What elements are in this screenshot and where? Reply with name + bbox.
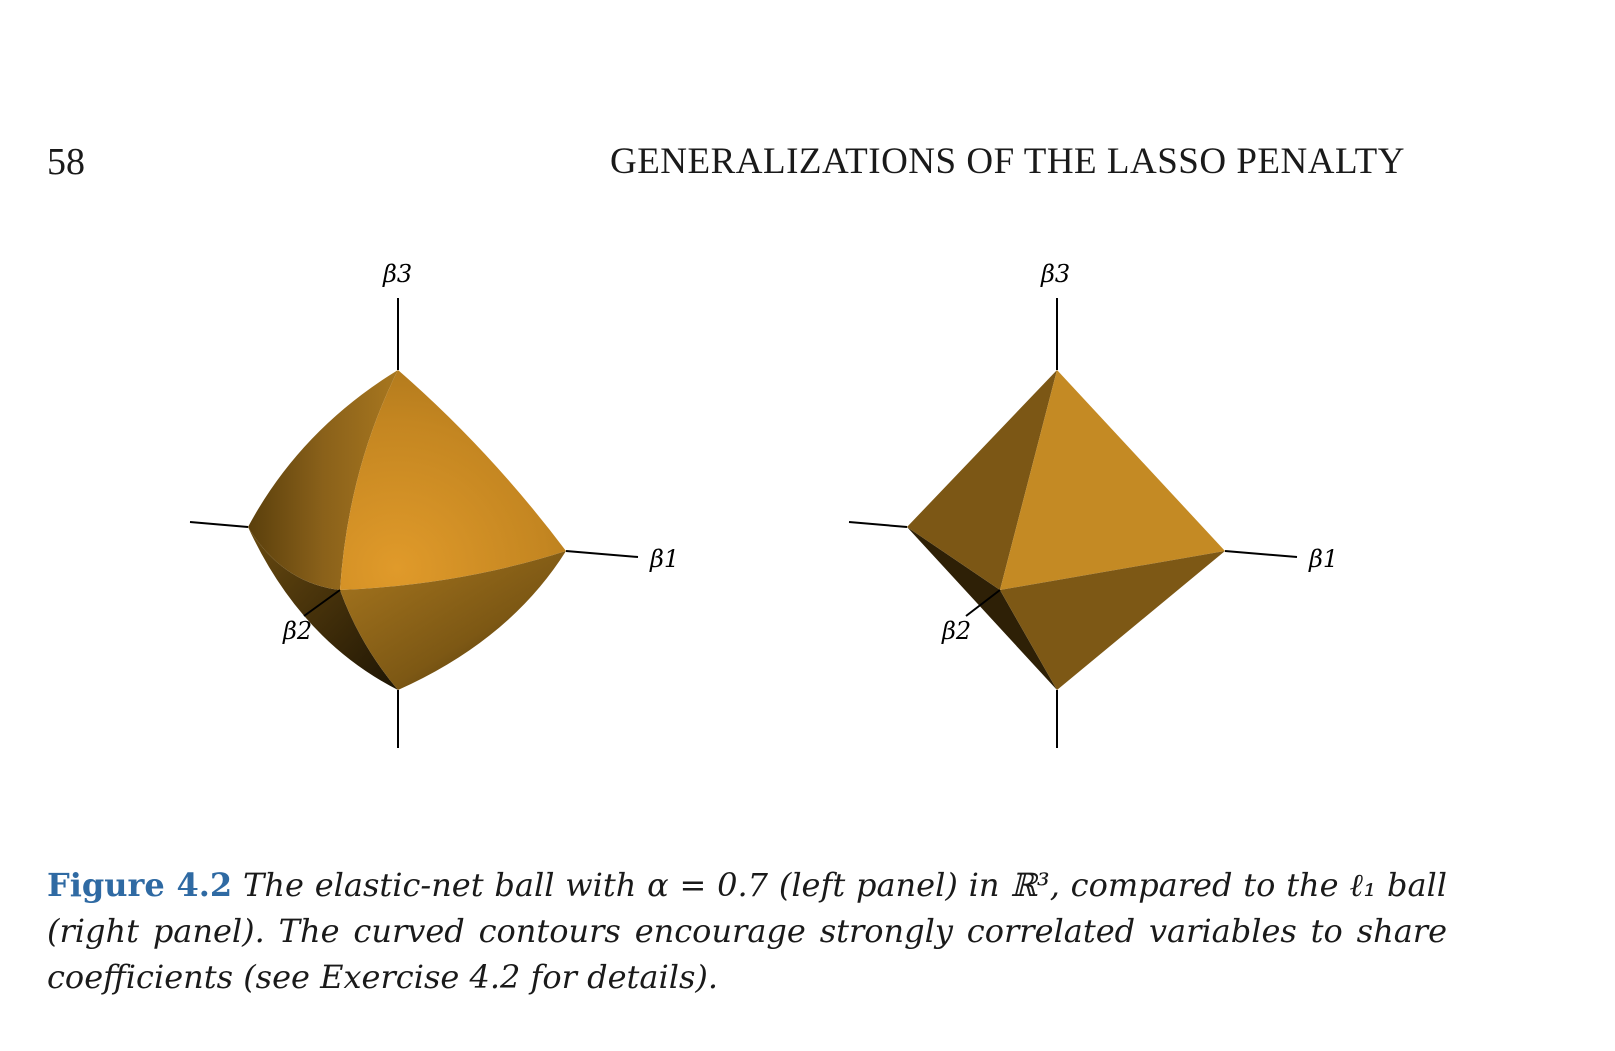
page-number: 58 <box>47 141 85 183</box>
left-b1-label: β1 <box>649 545 679 573</box>
right-b2-label: β2 <box>941 617 971 645</box>
left-face-bottom <box>340 551 566 690</box>
right-face-bottom <box>1000 551 1225 690</box>
running-title: GENERALIZATIONS OF THE LASSO PENALTY <box>609 141 1405 182</box>
right-b2-axis <box>965 589 1001 617</box>
right-b1-label: β1 <box>1308 545 1338 573</box>
left-face-bottom-left <box>248 527 398 690</box>
right-face-front <box>1000 370 1225 590</box>
left-face-left <box>248 370 398 590</box>
left-b2-label: β2 <box>282 617 312 645</box>
left-panel: β3 β1 β2 <box>189 260 679 748</box>
right-b1-axis-neg <box>848 521 908 528</box>
right-face-left <box>907 370 1057 590</box>
figure-caption: Figure 4.2 The elastic-net ball with α =… <box>47 862 1447 1000</box>
right-b3-label: β3 <box>1040 260 1070 288</box>
caption-text: The elastic-net ball with α = 0.7 (left … <box>47 866 1448 996</box>
right-panel: β3 β1 β2 <box>848 260 1338 748</box>
left-b1-axis-neg <box>189 521 249 528</box>
left-b3-label: β3 <box>382 260 412 288</box>
left-b1-axis <box>565 550 639 558</box>
figure-label: Figure 4.2 <box>47 866 233 904</box>
left-b2-axis <box>303 589 341 617</box>
left-face-front <box>340 370 566 590</box>
right-face-bottom-left <box>907 527 1057 690</box>
right-b1-axis <box>1224 550 1298 558</box>
